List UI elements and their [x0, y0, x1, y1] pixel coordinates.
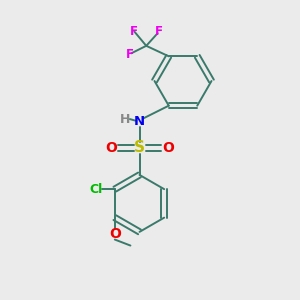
Text: Cl: Cl [89, 183, 103, 196]
Text: O: O [162, 141, 174, 155]
Text: H: H [120, 112, 130, 126]
Text: F: F [130, 25, 138, 38]
Text: S: S [134, 140, 145, 155]
Text: O: O [109, 227, 121, 241]
Text: F: F [126, 48, 134, 61]
Text: O: O [105, 141, 117, 155]
Text: N: N [134, 115, 145, 128]
Text: F: F [155, 25, 163, 38]
